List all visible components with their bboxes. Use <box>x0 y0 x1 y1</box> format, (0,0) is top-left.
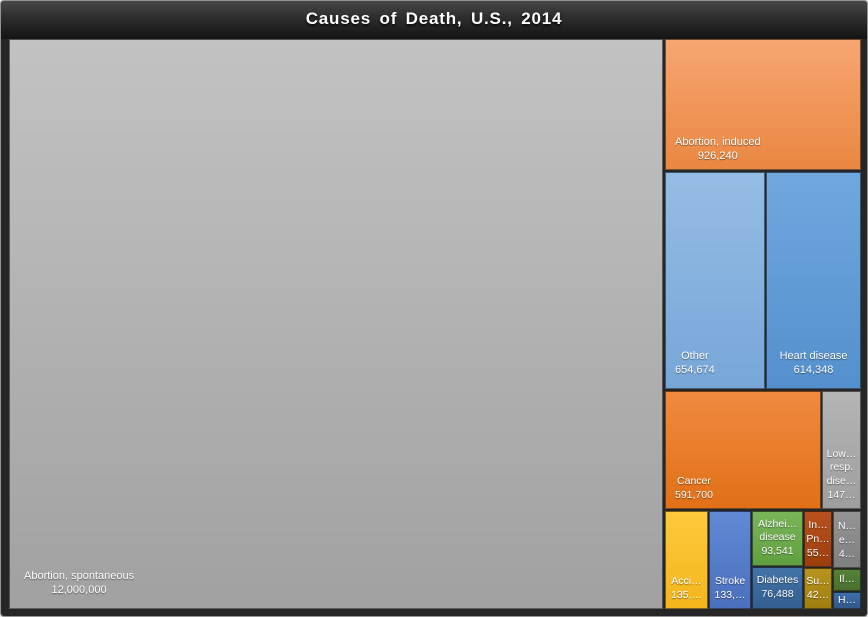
cell-label-line: H… <box>837 593 857 606</box>
cell-label-line: e… <box>838 534 856 547</box>
treemap-cell-alzheimers-disease[interactable]: Alzhei… disease 93,541 <box>752 511 803 566</box>
treemap-cell-abortion-spontaneous[interactable]: Abortion, spontaneous 12,000,000 <box>9 39 663 609</box>
cell-label-suicide: Su… 42… <box>805 575 831 603</box>
cell-label-line: 4… <box>838 548 856 561</box>
cell-label-line: Su… <box>806 575 830 588</box>
cell-label-line: Pn… <box>806 533 830 546</box>
treemap-cell-diabetes[interactable]: Diabetes 76,488 <box>752 567 803 609</box>
chart-title-bar: Causes of Death, U.S., 2014 <box>1 1 867 39</box>
cell-label-il: Il… <box>834 573 860 587</box>
cell-label-abortion-spontaneous: Abortion, spontaneous 12,000,000 <box>24 569 134 598</box>
treemap-cell-h[interactable]: H… <box>833 592 861 609</box>
cell-label-stroke: Stroke 133,… <box>710 575 750 603</box>
cell-label-line: In… <box>808 519 828 532</box>
cell-label-line: 133,… <box>714 589 746 602</box>
cell-label-line: 654,674 <box>675 364 715 377</box>
treemap-cell-other[interactable]: Other 654,674 <box>665 172 765 389</box>
cell-label-nephritis: N… e… 4… <box>834 520 860 562</box>
cell-label-abortion-induced: Abortion, induced 926,240 <box>675 135 761 164</box>
cell-label-line: disease <box>759 531 796 544</box>
cell-label-line: Stroke <box>714 575 746 588</box>
treemap-cell-stroke[interactable]: Stroke 133,… <box>709 511 751 609</box>
cell-label-cancer: Cancer 591,700 <box>675 475 713 503</box>
treemap-cell-suicide[interactable]: Su… 42… <box>804 568 832 609</box>
cell-label-line: 926,240 <box>697 150 738 163</box>
cell-label-line: Abortion, spontaneous <box>24 569 135 582</box>
cell-label-line: 12,000,000 <box>51 584 107 597</box>
cell-label-line: 55… <box>806 547 830 560</box>
cell-label-alzheimers-disease: Alzhei… disease 93,541 <box>753 518 802 560</box>
cell-label-line: Low… <box>826 447 857 460</box>
treemap-cell-cancer[interactable]: Cancer 591,700 <box>665 391 821 509</box>
cell-label-line: 42… <box>806 589 830 602</box>
treemap-cell-lower-respiratory-disease[interactable]: Low… resp. dise… 147… <box>822 391 861 509</box>
cell-label-line: Il… <box>839 573 855 586</box>
cell-label-h: H… <box>834 594 860 608</box>
cell-label-line: Heart disease <box>779 349 848 362</box>
cell-label-line: 147… <box>827 489 856 502</box>
cell-label-other: Other 654,674 <box>675 349 715 378</box>
cell-label-diabetes: Diabetes 76,488 <box>753 574 802 602</box>
cell-label-line: Other <box>681 349 709 362</box>
cell-label-line: Cancer <box>677 475 711 488</box>
cell-label-line: 93,541 <box>761 545 794 558</box>
cell-label-accidents: Acci… 135,… <box>671 575 702 603</box>
cell-label-line: Abortion, induced <box>675 135 761 148</box>
treemap-cell-nephritis[interactable]: N… e… 4… <box>833 511 861 568</box>
cell-label-line: 591,700 <box>675 489 713 502</box>
cell-label-line: N… <box>837 520 857 533</box>
cell-label-line: 614,348 <box>793 364 834 377</box>
cell-label-lower-respiratory-disease: Low… resp. dise… 147… <box>823 448 860 503</box>
treemap-cell-heart-disease[interactable]: Heart disease 614,348 <box>766 172 861 389</box>
treemap-cell-accidents[interactable]: Acci… 135,… <box>665 511 708 609</box>
treemap-cell-abortion-induced[interactable]: Abortion, induced 926,240 <box>665 39 861 170</box>
chart-title: Causes of Death, U.S., 2014 <box>305 9 563 28</box>
cell-label-line: dise… <box>826 475 857 488</box>
cell-label-line: Acci… <box>671 575 702 588</box>
cell-label-line: Alzhei… <box>757 517 798 530</box>
cell-label-line: resp. <box>829 461 854 474</box>
cell-label-influenza-pneumonia: In… Pn… 55… <box>805 519 831 561</box>
cell-label-heart-disease: Heart disease 614,348 <box>767 349 860 378</box>
treemap-cell-influenza-pneumonia[interactable]: In… Pn… 55… <box>804 511 832 567</box>
cell-label-line: Diabetes <box>756 574 799 587</box>
cell-label-line: 135,… <box>671 589 702 602</box>
treemap-cell-il[interactable]: Il… <box>833 569 861 591</box>
cell-label-line: 76,488 <box>761 588 794 600</box>
